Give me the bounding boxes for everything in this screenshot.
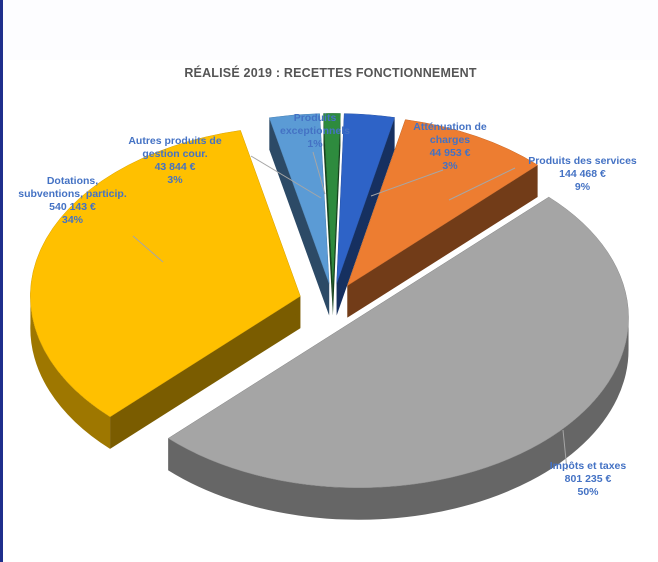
leader-line-4 [132, 235, 164, 263]
slice-face-produits-exceptionnels-0 [323, 113, 333, 316]
label-name-line: charges [429, 134, 471, 146]
label-produits-exceptionnels: Produits exceptionnels 1% [265, 112, 365, 151]
top-strip [3, 0, 658, 60]
label-percent: 3% [442, 160, 458, 172]
label-dotations-subventions: Dotations, subventions, particip. 540 14… [5, 175, 140, 227]
pie-slice-produits-des-services [346, 119, 539, 287]
pie-slice-att-nuation-de-charges [336, 113, 395, 284]
slice-face-dotations-subventions-particip-0 [110, 296, 301, 449]
pie-chart [30, 113, 629, 520]
label-name-line: Atténuation de [413, 121, 487, 133]
slice-face-produits-des-services-1 [347, 165, 538, 318]
pie-slice-imp-ts-et-taxes [167, 196, 629, 488]
slice-rim-imp-ts-et-taxes [168, 317, 629, 520]
label-percent: 3% [167, 174, 183, 186]
leader-line-5 [562, 429, 568, 471]
pie-slice-produits-exceptionnels [323, 113, 341, 284]
label-percent: 50% [577, 486, 599, 498]
label-percent: 34% [61, 214, 83, 226]
label-name-line: Dotations, [46, 175, 99, 187]
label-name-line: exceptionnels [279, 125, 351, 137]
slice-face-att-nuation-de-charges-1 [336, 117, 395, 316]
leader-line-3 [250, 155, 322, 199]
slice-face-autres-produits-de-gestion-cour-0 [269, 117, 330, 316]
label-value: 44 953 € [429, 147, 471, 159]
label-value: 43 844 € [154, 161, 196, 173]
leader-line-0 [312, 151, 326, 195]
leader-line-2 [448, 167, 516, 201]
slice-rim-dotations-subventions-particip [30, 291, 111, 449]
label-autres-produits-de-gestion: Autres produits de gestion cour. 43 844 … [115, 135, 235, 187]
slide-frame: RÉALISÉ 2019 : RECETTES FONCTIONNEMENT P… [3, 0, 658, 562]
label-produits-des-services: Produits des services 144 468 € 9% [515, 155, 650, 194]
label-name-line: gestion cour. [142, 148, 208, 160]
label-percent: 1% [307, 138, 323, 150]
pie-slice-dotations-subventions-particip [30, 130, 301, 418]
label-attenuation-de-charges: Atténuation de charges 44 953 € 3% [395, 121, 505, 173]
leader-line-1 [370, 169, 444, 197]
chart-title: RÉALISÉ 2019 : RECETTES FONCTIONNEMENT [184, 66, 477, 80]
pie-slice-tops [30, 113, 629, 488]
label-name-line: Produits [293, 112, 337, 124]
label-value: 144 468 € [559, 168, 606, 180]
label-impots-et-taxes: Impôts et taxes 801 235 € 50% [538, 460, 638, 499]
label-name-line: subventions, particip. [18, 188, 127, 200]
label-percent: 9% [574, 181, 591, 193]
label-value: 540 143 € [49, 201, 96, 213]
leader-lines [132, 151, 568, 471]
label-value: 801 235 € [564, 473, 612, 485]
slice-face-produits-exceptionnels-1 [332, 113, 341, 316]
label-name-line: Impôts et taxes [549, 460, 627, 472]
label-name-line: Produits des services [528, 155, 637, 167]
label-name-line: Autres produits de [128, 135, 222, 147]
